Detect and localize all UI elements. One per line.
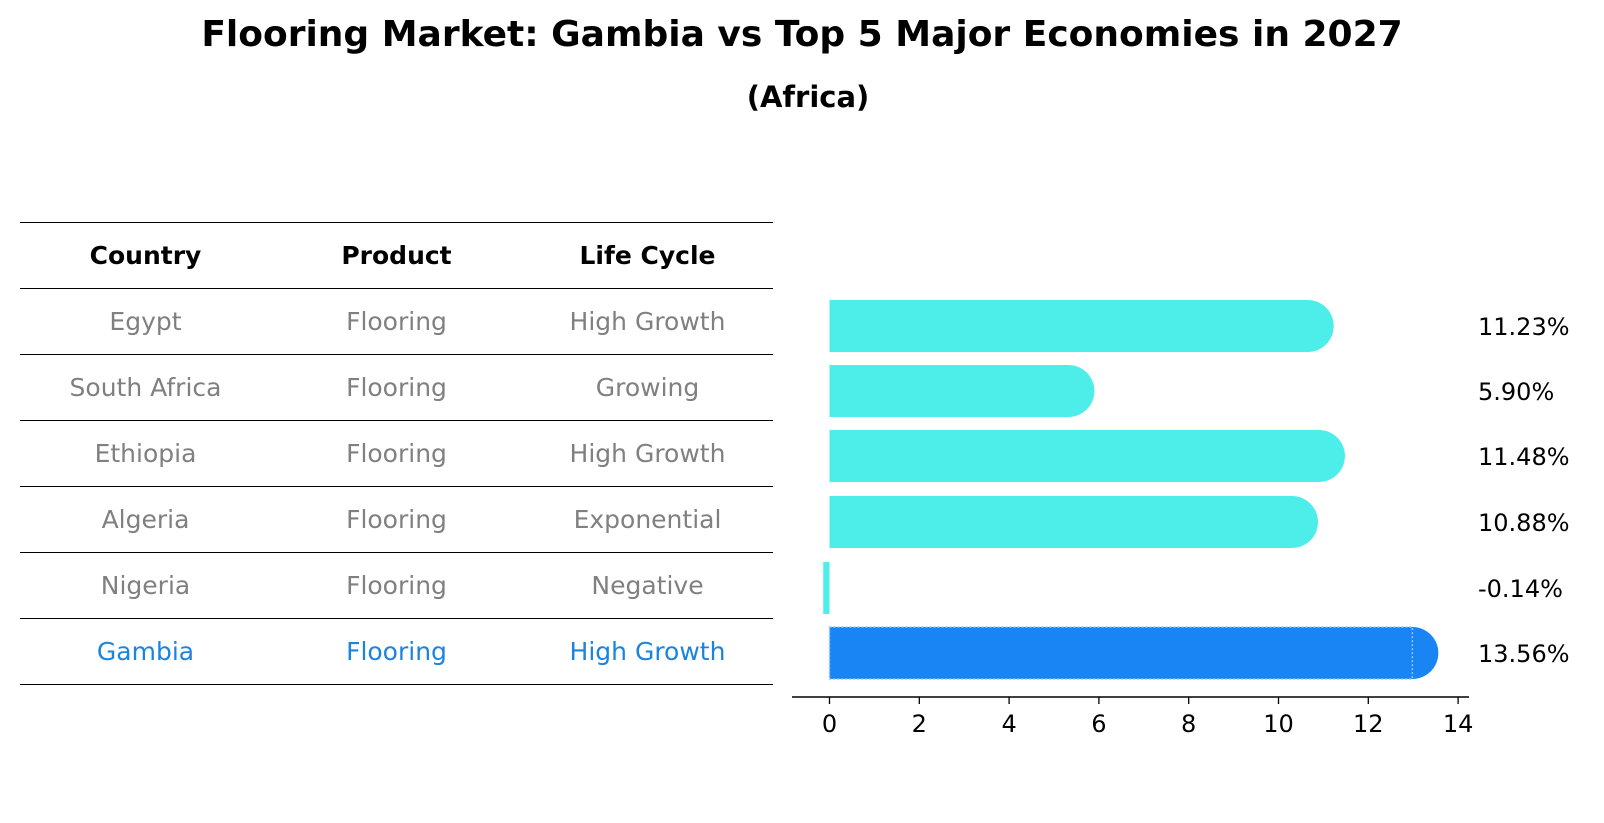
cell-country: Algeria — [20, 486, 271, 553]
bar-ethiopia — [829, 430, 1345, 482]
bar-south-africa — [829, 365, 1095, 417]
cell-country: Egypt — [20, 288, 271, 355]
x-tick-label: 14 — [1443, 710, 1474, 738]
table-row: Egypt Flooring High Growth — [20, 288, 773, 355]
chart-subtitle: (Africa) — [746, 80, 870, 114]
cell-product: Flooring — [271, 618, 522, 685]
chart-title: Flooring Market: Gambia vs Top 5 Major E… — [201, 14, 1403, 55]
cell-life-cycle: High Growth — [522, 618, 773, 685]
country-table: Country Product Life Cycle Egypt Floorin… — [20, 222, 773, 685]
value-label: 11.48% — [1478, 443, 1570, 471]
cell-country: Nigeria — [20, 552, 271, 619]
table-header-row: Country Product Life Cycle — [20, 222, 773, 289]
table-row: Algeria Flooring Exponential — [20, 486, 773, 553]
cell-life-cycle: High Growth — [522, 288, 773, 355]
value-label: 13.56% — [1478, 640, 1570, 668]
cell-country: South Africa — [20, 354, 271, 421]
cell-product: Flooring — [271, 354, 522, 421]
bar-highlight-outline — [828, 626, 1414, 680]
value-label: -0.14% — [1478, 575, 1563, 603]
cell-product: Flooring — [271, 420, 522, 487]
x-tick-label: 6 — [1091, 710, 1106, 738]
value-label: 10.88% — [1478, 509, 1570, 537]
x-tick-label: 10 — [1263, 710, 1294, 738]
table-row: Nigeria Flooring Negative — [20, 552, 773, 619]
x-tick-label: 0 — [822, 710, 837, 738]
cell-product: Flooring — [271, 552, 522, 619]
bar-egypt — [829, 300, 1334, 352]
bar-algeria — [829, 496, 1319, 548]
header-life-cycle: Life Cycle — [522, 222, 773, 289]
bar-gambia — [829, 627, 1439, 679]
cell-life-cycle: High Growth — [522, 420, 773, 487]
table-row: Ethiopia Flooring High Growth — [20, 420, 773, 487]
bar-nigeria — [823, 562, 830, 614]
x-tick-label: 2 — [912, 710, 927, 738]
value-label: 11.23% — [1478, 313, 1570, 341]
x-tick-label: 12 — [1353, 710, 1384, 738]
cell-country: Ethiopia — [20, 420, 271, 487]
cell-product: Flooring — [271, 486, 522, 553]
header-country: Country — [20, 222, 271, 289]
table-row: South Africa Flooring Growing — [20, 354, 773, 421]
cell-country: Gambia — [20, 618, 271, 685]
value-label: 5.90% — [1478, 378, 1554, 406]
cell-life-cycle: Exponential — [522, 486, 773, 553]
cell-life-cycle: Growing — [522, 354, 773, 421]
x-tick-label: 4 — [1001, 710, 1016, 738]
cell-life-cycle: Negative — [522, 552, 773, 619]
cell-product: Flooring — [271, 288, 522, 355]
header-product: Product — [271, 222, 522, 289]
table-row-highlight: Gambia Flooring High Growth — [20, 618, 773, 685]
x-tick-label: 8 — [1181, 710, 1196, 738]
